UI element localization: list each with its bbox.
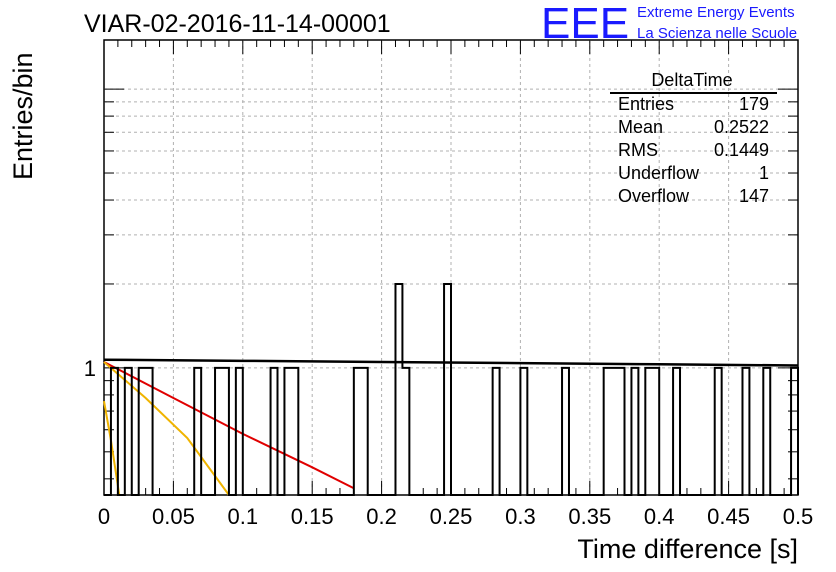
x-tick-label: 0.35 [568,504,611,529]
stats-value-underflow: 1 [759,163,769,183]
y-tick-labels: 1 [84,356,96,381]
stats-value-rms: 0.1449 [714,140,769,160]
x-axis-label: Time difference [s] [577,534,798,564]
stats-title: DeltaTime [651,70,732,90]
eee-logo: EEE [541,0,629,48]
logo-line-2: La Scienza nelle Scuole [637,25,797,42]
run-title: VIAR-02-2016-11-14-00001 [84,10,391,38]
x-tick-labels: 0 0.05 0.1 0.15 0.2 0.25 0.3 0.35 0.4 0.45 0.5 [98,504,813,529]
stats-label-overflow: Overflow [618,186,690,206]
x-tick-label: 0.05 [152,504,195,529]
stats-value-overflow: 147 [739,186,769,206]
stats-label-rms: RMS [618,140,658,160]
x-tick-label: 0.45 [707,504,750,529]
histogram-outline [104,282,799,496]
y-axis-label: Entries/bin [8,52,38,180]
x-tick-label: 0.5 [783,504,814,529]
x-tick-label: 0.3 [505,504,536,529]
x-tick-label: 0.4 [644,504,675,529]
stats-box: DeltaTime Entries 179 Mean 0.2522 RMS 0.1449 U… [610,70,777,206]
x-tick-label: 0 [98,504,110,529]
grid [104,40,798,495]
stats-label-entries: Entries [618,94,674,114]
x-tick-label: 0.15 [291,504,334,529]
stats-value-mean: 0.2522 [714,117,769,137]
stats-label-mean: Mean [618,117,663,137]
x-tick-label: 0.2 [366,504,397,529]
stats-value-entries: 179 [739,94,769,114]
x-tick-label: 0.25 [430,504,473,529]
x-tick-label: 0.1 [228,504,259,529]
stats-rows: Entries 179 Mean 0.2522 RMS 0.1449 Underflow 1 O… [618,94,769,206]
logo-line-1: Extreme Energy Events [637,4,795,21]
y-tick-label: 1 [84,356,96,381]
stats-label-underflow: Underflow [618,163,700,183]
